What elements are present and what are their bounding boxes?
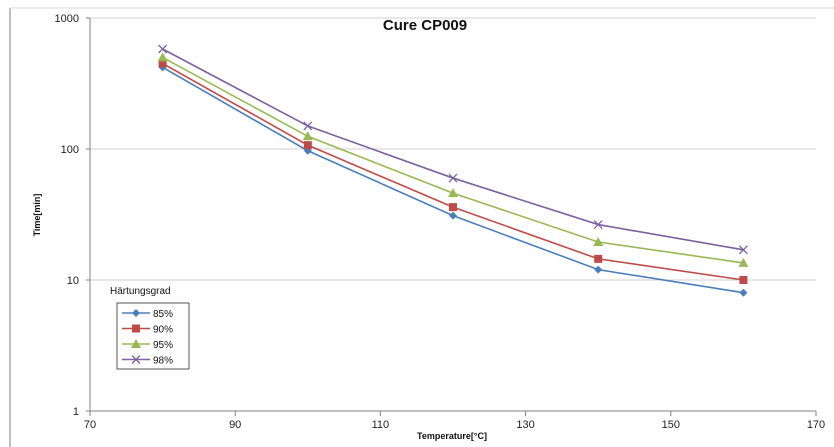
y-tick-label-1: 1	[73, 406, 79, 418]
data-point-98pct-x120	[448, 173, 458, 183]
legend-label-85pct: 85%	[153, 309, 173, 320]
legend: Härtungsgrad 85% 90% 95% 98%	[110, 286, 190, 370]
x-tick-label-90: 90	[229, 419, 241, 431]
data-point-98pct-x120-stroke-b	[448, 173, 458, 183]
legend-marker-98pct	[131, 355, 141, 364]
legend-marker-95pct	[131, 339, 141, 348]
legend-title: Härtungsgrad	[110, 286, 171, 297]
data-point-98pct-x100	[303, 121, 313, 131]
data-point-85pct-x140	[594, 265, 603, 274]
data-point-90pct-x120	[449, 203, 457, 212]
data-point-98pct-x140	[593, 220, 603, 230]
data-point-95pct-x120	[448, 188, 458, 198]
series-layer	[157, 44, 749, 297]
legend-label-90pct: 90%	[153, 325, 173, 336]
data-point-98pct-x80-stroke-b	[158, 44, 168, 54]
data-point-98pct-x160-stroke-b	[738, 245, 748, 255]
data-point-90pct-x140	[594, 254, 603, 263]
data-point-90pct-x160	[739, 276, 748, 284]
data-point-95pct-x140	[593, 237, 604, 247]
data-point-95pct-x100	[302, 131, 313, 141]
y-tick-label-1000: 1000	[55, 13, 79, 25]
data-point-85pct-x120	[449, 211, 457, 220]
x-tick-label-130: 130	[516, 419, 534, 431]
data-point-98pct-x160	[738, 245, 748, 255]
x-tick-label-70: 70	[84, 419, 96, 431]
legend-box	[116, 302, 190, 370]
legend-marker-85pct	[132, 309, 140, 317]
y-tick-label-10: 10	[67, 275, 79, 287]
data-point-98pct-x100-stroke-b	[303, 121, 313, 131]
data-point-95pct-x80	[157, 52, 168, 62]
x-tick-label-170: 170	[807, 419, 825, 431]
y-tick-label-100: 100	[61, 144, 79, 156]
legend-label-95pct: 95%	[153, 340, 173, 351]
data-point-90pct-x80	[158, 59, 167, 68]
x-tick-label-150: 150	[662, 419, 680, 431]
legend-marker-98pct-stroke-b	[131, 355, 141, 364]
legend-label-98pct: 98%	[153, 356, 173, 367]
chart-title: Cure CP009	[383, 17, 467, 34]
data-point-98pct-x80	[158, 44, 168, 54]
legend-marker-90pct	[132, 324, 140, 333]
data-point-85pct-x160	[739, 288, 748, 297]
x-tick-label-110: 110	[372, 419, 390, 431]
x-axis-title: Temperature[°C]	[417, 431, 487, 441]
data-point-95pct-x160	[738, 257, 749, 267]
grid	[90, 17, 816, 281]
y-axis-title: Time[min]	[32, 194, 42, 237]
data-point-98pct-x140-stroke-b	[593, 220, 603, 230]
data-point-90pct-x100	[303, 141, 312, 150]
